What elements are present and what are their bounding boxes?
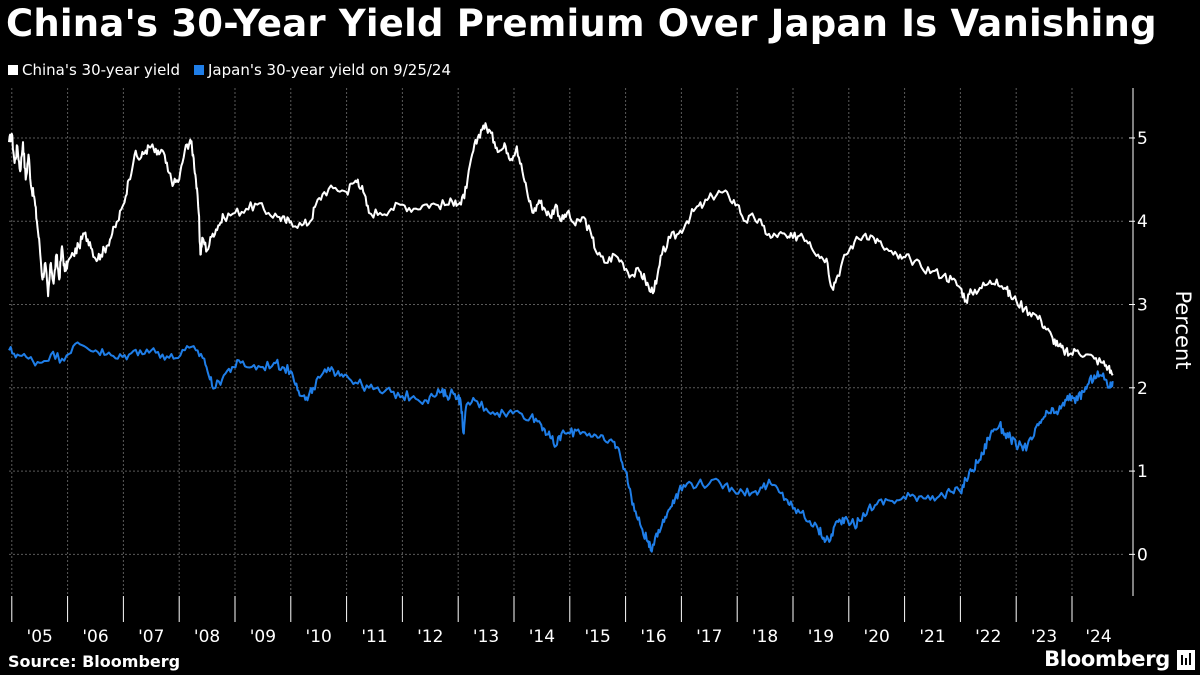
legend-swatch-japan (193, 65, 204, 75)
x-tick-label-22: '22 (975, 627, 1001, 647)
x-tick-label-19: '19 (808, 627, 834, 647)
y-axis-label: Percent (1171, 290, 1195, 369)
chart-title: China's 30-Year Yield Premium Over Japan… (6, 2, 1157, 45)
y-tick-label-0: 0 (1137, 545, 1148, 565)
x-tick-label-14: '14 (529, 627, 555, 647)
x-tick-label-08: '08 (194, 627, 220, 647)
x-tick-label-18: '18 (752, 627, 778, 647)
source-note: Source: Bloomberg (8, 652, 181, 671)
x-tick-label-12: '12 (417, 627, 443, 647)
x-tick-label-09: '09 (250, 627, 276, 647)
x-tick-label-23: '23 (1031, 627, 1057, 647)
legend-item-japan: Japan's 30-year yield on 9/25/24 (193, 61, 452, 79)
y-tick-label-3: 3 (1137, 296, 1148, 316)
legend-label-japan: Japan's 30-year yield on 9/25/24 (207, 61, 452, 79)
x-tick-label-17: '17 (696, 627, 722, 647)
x-tick-label-21: '21 (919, 627, 945, 647)
x-tick-label-11: '11 (361, 627, 387, 647)
x-tick-label-16: '16 (640, 627, 666, 647)
x-tick-label-20: '20 (864, 627, 890, 647)
y-tick-label-4: 4 (1137, 212, 1148, 232)
y-tick-label-2: 2 (1137, 379, 1148, 399)
bloomberg-terminal-icon (1177, 650, 1195, 670)
x-tick-label-10: '10 (306, 627, 332, 647)
y-tick-label-5: 5 (1137, 129, 1148, 149)
legend-swatch-china (8, 65, 18, 75)
x-tick-label-07: '07 (138, 627, 164, 647)
bloomberg-logo: Bloomberg (1044, 647, 1170, 671)
x-tick-label-15: '15 (585, 627, 611, 647)
series-line-japan (8, 341, 1114, 553)
y-tick-label-1: 1 (1137, 462, 1148, 482)
series-line-china (8, 122, 1114, 376)
legend-item-china: China's 30-year yield (8, 61, 180, 79)
legend-label-china: China's 30-year yield (22, 61, 180, 79)
x-tick-label-13: '13 (473, 627, 499, 647)
legend: China's 30-year yield Japan's 30-year yi… (8, 61, 451, 79)
x-tick-label-24: '24 (1085, 627, 1111, 647)
x-tick-label-05: '05 (27, 627, 53, 647)
x-tick-label-06: '06 (82, 627, 108, 647)
